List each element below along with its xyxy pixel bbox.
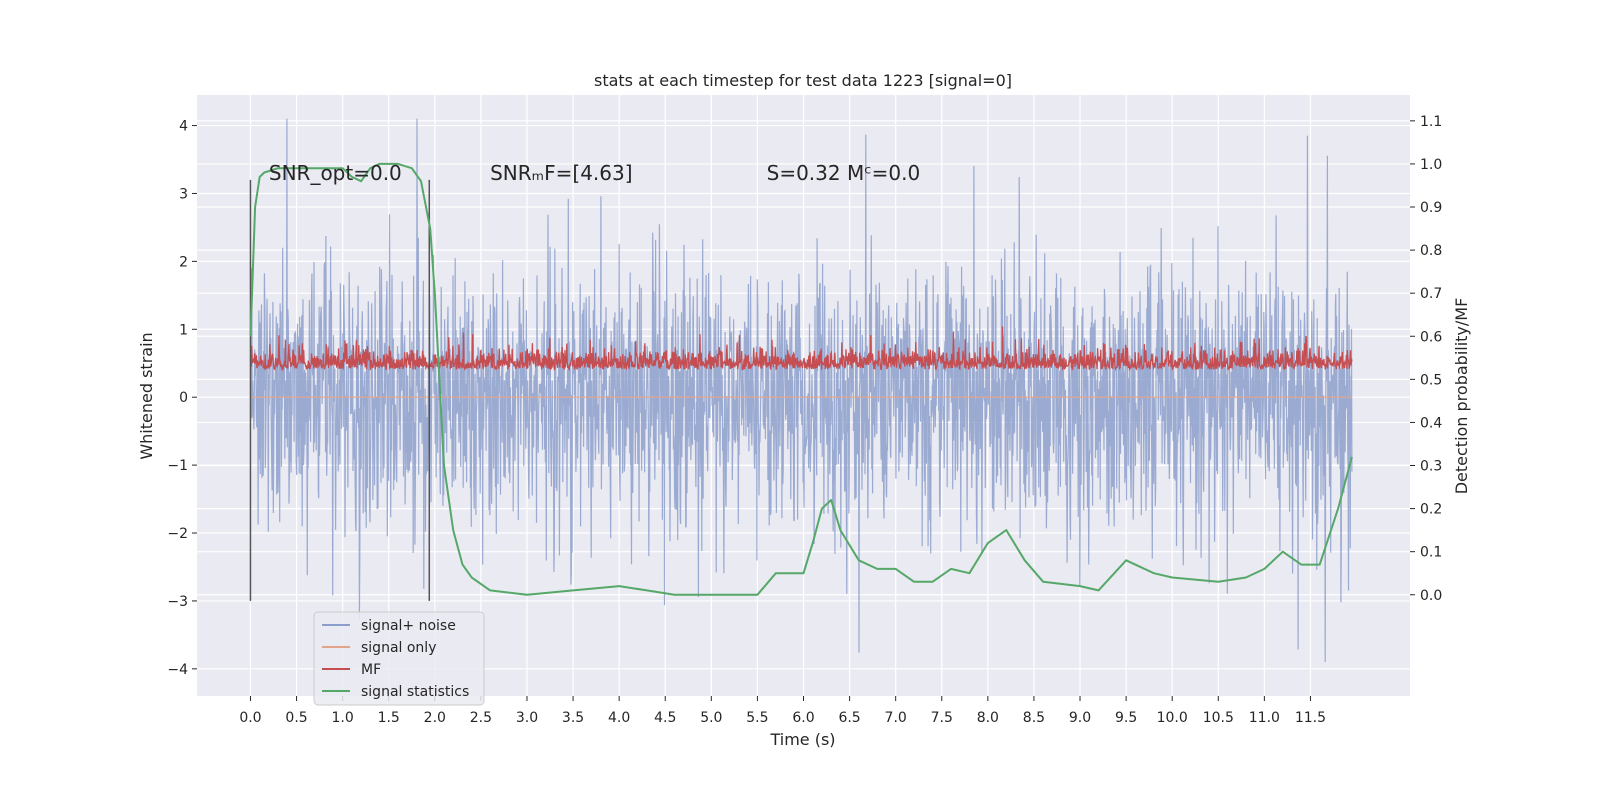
x-tick-label: 8.5 <box>1023 710 1045 726</box>
y2-tick-label: 0.9 <box>1420 200 1442 216</box>
y2-tick-label: 0.1 <box>1420 545 1442 561</box>
x-tick-label: 11.5 <box>1295 710 1326 726</box>
x-tick-label: 5.0 <box>700 710 722 726</box>
x-tick-label: 9.5 <box>1115 710 1137 726</box>
chart-title: stats at each timestep for test data 122… <box>594 71 1012 90</box>
y-tick-label: −3 <box>167 594 188 610</box>
x-tick-label: 10.0 <box>1157 710 1188 726</box>
x-tick-label: 8.0 <box>977 710 999 726</box>
x-axis-ticks: 0.0 0.5 1.0 1.5 2.0 2.5 3.0 3.5 4.0 4.5 5.0 5.5 6.0 6… <box>239 696 1326 726</box>
series-signal-statistics <box>249 162 1353 596</box>
y2-tick-label: 1.0 <box>1420 157 1442 173</box>
y-tick-label: 4 <box>179 119 188 135</box>
y-axis-label: Whitened strain <box>137 332 156 459</box>
x-tick-label: 2.0 <box>424 710 446 726</box>
y2-tick-label: 0.7 <box>1420 286 1442 302</box>
x-tick-label: 11.0 <box>1249 710 1280 726</box>
y-tick-label: −2 <box>167 526 188 542</box>
y-tick-label: 2 <box>179 254 188 270</box>
y2-axis-label: Detection probability/MF <box>1452 298 1471 495</box>
x-tick-label: 10.5 <box>1203 710 1234 726</box>
x-tick-label: 1.5 <box>378 710 400 726</box>
plot-area: SNR_opt=0.0 SNRₘF=[4.63] S=0.32 Mᶜ=0.0 <box>197 95 1410 696</box>
legend-label: signal statistics <box>361 684 469 700</box>
y2-tick-label: 0.2 <box>1420 502 1442 518</box>
x-tick-label: 7.5 <box>931 710 953 726</box>
x-tick-label: 5.5 <box>746 710 768 726</box>
x-tick-label: 4.5 <box>654 710 676 726</box>
series-signal-noise <box>249 118 1353 663</box>
y2-tick-label: 0.0 <box>1420 588 1442 604</box>
y-tick-label: 3 <box>179 186 188 202</box>
x-tick-label: 2.5 <box>470 710 492 726</box>
annotations: SNR_opt=0.0 SNRₘF=[4.63] S=0.32 Mᶜ=0.0 <box>269 161 920 185</box>
y2-tick-label: 0.6 <box>1420 329 1442 345</box>
x-axis-label: Time (s) <box>769 730 835 749</box>
annotation-s_mc: S=0.32 Mᶜ=0.0 <box>767 161 921 185</box>
vertical-markers <box>249 179 431 601</box>
y-tick-label: 1 <box>179 322 188 338</box>
y2-tick-label: 0.4 <box>1420 415 1442 431</box>
x-tick-label: 7.0 <box>885 710 907 726</box>
signal-noise-line <box>249 118 1353 663</box>
y-axis-ticks: 4 3 2 1 0 −1 −2 −3 −4 <box>167 119 197 678</box>
x-tick-label: 3.5 <box>562 710 584 726</box>
x-tick-label: 0.0 <box>239 710 261 726</box>
mf-line <box>249 326 1353 372</box>
legend-label: signal only <box>361 640 436 656</box>
series-mf <box>249 326 1353 372</box>
annotation-snr_opt: SNR_opt=0.0 <box>269 161 402 185</box>
legend-box <box>313 611 485 706</box>
x-tick-label: 6.5 <box>838 710 860 726</box>
y-tick-label: −4 <box>167 662 188 678</box>
x-tick-label: 4.0 <box>608 710 630 726</box>
x-tick-label: 1.0 <box>332 710 354 726</box>
x-tick-label: 6.0 <box>792 710 814 726</box>
annotation-snr_mf: SNRₘF=[4.63] <box>490 161 632 185</box>
legend-label: MF <box>361 662 381 678</box>
y-tick-label: −1 <box>167 458 188 474</box>
x-tick-label: 0.5 <box>285 710 307 726</box>
legend: signal+ noise signal only MF signal statist… <box>313 611 485 706</box>
y2-tick-label: 0.5 <box>1420 372 1442 388</box>
y-tick-label: 0 <box>179 390 188 406</box>
x-tick-label: 3.0 <box>516 710 538 726</box>
signal-statistics-line <box>249 162 1353 596</box>
legend-label: signal+ noise <box>361 618 456 634</box>
x-tick-label: 9.0 <box>1069 710 1091 726</box>
y2-axis-ticks: 1.1 1.0 0.9 0.8 0.7 0.6 0.5 0.4 0.3 0.2 0.1 0.0 <box>1410 114 1442 604</box>
y2-tick-label: 0.8 <box>1420 243 1442 259</box>
y2-tick-label: 1.1 <box>1420 114 1442 130</box>
y2-tick-label: 0.3 <box>1420 459 1442 475</box>
